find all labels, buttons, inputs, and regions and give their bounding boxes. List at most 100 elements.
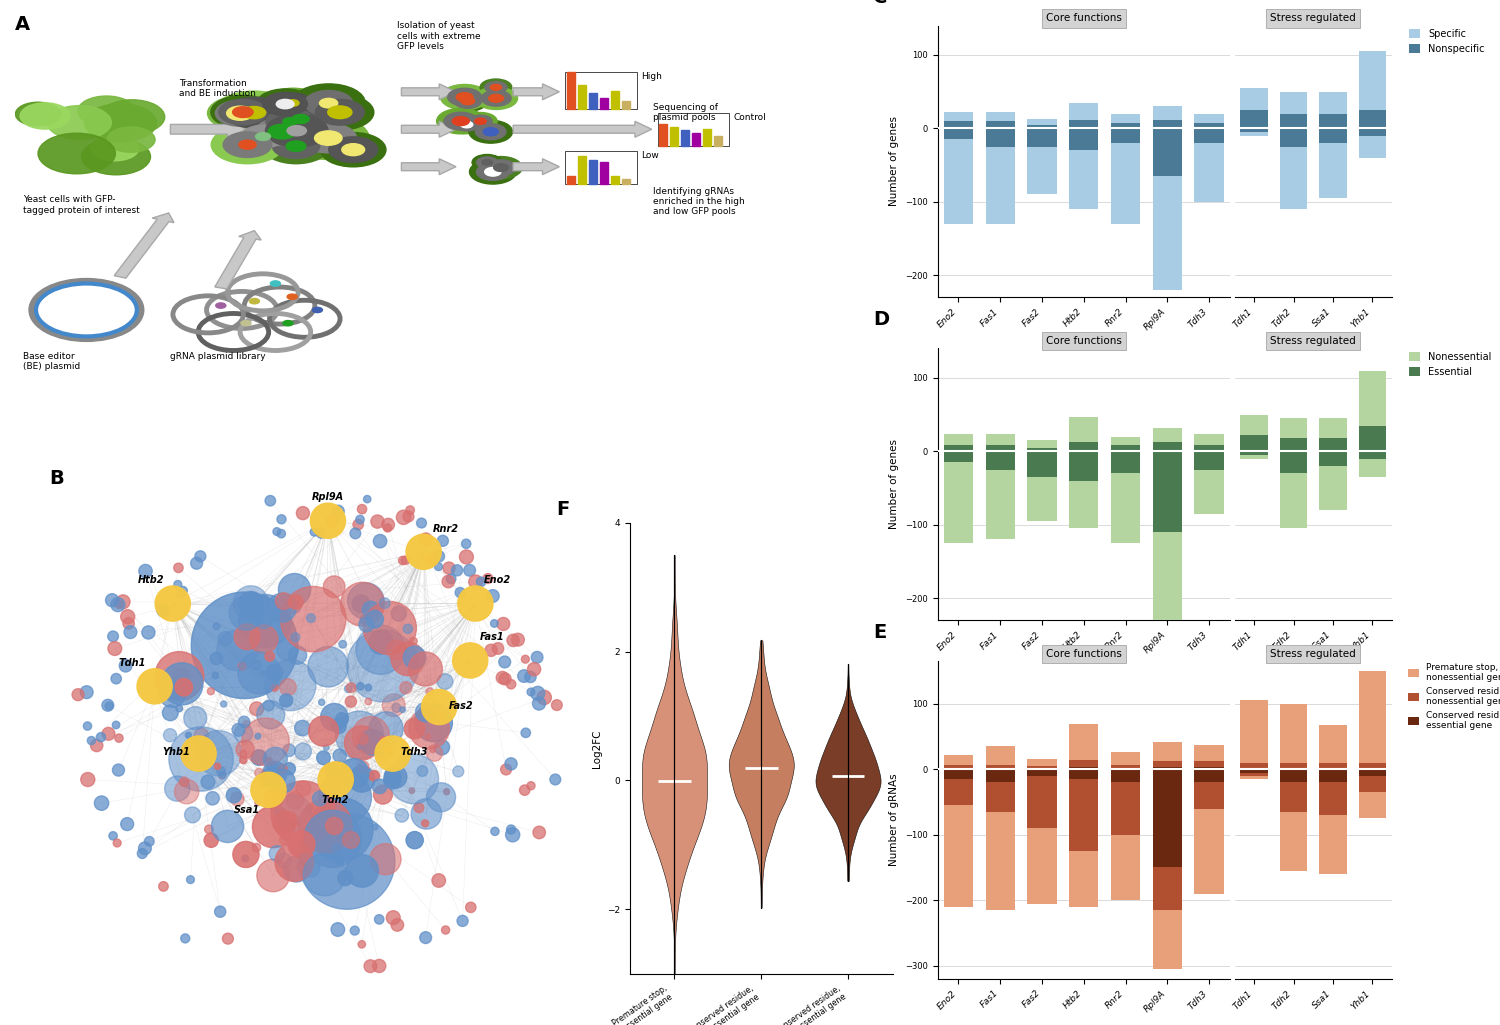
Circle shape [217, 630, 258, 670]
Circle shape [292, 115, 309, 124]
Circle shape [136, 668, 172, 704]
Bar [1318, 769, 1347, 874]
Circle shape [435, 563, 442, 571]
Circle shape [270, 281, 280, 286]
Circle shape [242, 125, 285, 148]
Circle shape [422, 690, 458, 725]
Circle shape [284, 856, 309, 883]
Bar [1240, 769, 1268, 776]
Circle shape [180, 934, 190, 943]
Bar [986, 446, 1016, 451]
Bar [1194, 762, 1224, 769]
Circle shape [120, 610, 135, 624]
Bar [944, 768, 974, 769]
Circle shape [273, 134, 320, 159]
Circle shape [336, 856, 344, 864]
Circle shape [486, 160, 516, 175]
Text: Rnr2: Rnr2 [432, 524, 459, 533]
Circle shape [232, 107, 254, 118]
Bar [1318, 725, 1347, 769]
Bar [1070, 451, 1098, 481]
Text: Low: Low [640, 152, 658, 160]
Circle shape [417, 518, 426, 528]
Circle shape [470, 120, 513, 144]
Bar [1152, 120, 1182, 128]
Bar [1028, 119, 1056, 128]
Circle shape [360, 730, 386, 754]
Bar [1028, 128, 1056, 147]
Circle shape [38, 133, 116, 174]
Bar [1318, 763, 1347, 769]
Circle shape [411, 798, 441, 829]
Title: Stress regulated: Stress regulated [1270, 336, 1356, 346]
Circle shape [201, 775, 214, 789]
Circle shape [105, 593, 118, 607]
Bar [1280, 763, 1308, 769]
Circle shape [279, 694, 292, 707]
Circle shape [266, 115, 328, 148]
Circle shape [392, 642, 424, 675]
Bar [1028, 128, 1056, 195]
Text: Ssa1: Ssa1 [234, 806, 260, 816]
Circle shape [190, 558, 202, 569]
Bar [1359, 451, 1386, 458]
Bar [1318, 128, 1347, 198]
Bar [1194, 769, 1224, 894]
Bar [1280, 417, 1308, 451]
Circle shape [507, 680, 516, 689]
Circle shape [252, 844, 261, 852]
Bar [1280, 438, 1308, 451]
Circle shape [92, 111, 142, 138]
Circle shape [112, 764, 125, 776]
Circle shape [363, 495, 370, 503]
Bar [1070, 769, 1098, 779]
Circle shape [266, 495, 276, 506]
Circle shape [410, 638, 417, 645]
Circle shape [256, 859, 290, 892]
Bar [1152, 128, 1182, 176]
Circle shape [500, 673, 512, 685]
FancyArrow shape [214, 231, 261, 289]
Bar [1152, 762, 1182, 769]
Text: A: A [15, 14, 30, 34]
Circle shape [207, 688, 214, 695]
Circle shape [211, 95, 274, 129]
Bar [566, 152, 636, 184]
Circle shape [226, 107, 254, 120]
Circle shape [186, 875, 195, 884]
Circle shape [400, 682, 412, 694]
Circle shape [216, 767, 225, 775]
Circle shape [369, 771, 380, 781]
Bar [1240, 110, 1268, 128]
Circle shape [298, 813, 394, 909]
Bar [944, 769, 974, 907]
Circle shape [174, 563, 183, 573]
Circle shape [180, 777, 189, 786]
Bar [986, 769, 1016, 782]
Bar [1359, 769, 1386, 776]
Bar [944, 128, 974, 139]
Circle shape [426, 734, 430, 739]
Bar [944, 769, 974, 806]
Bar [1194, 128, 1224, 202]
Bar [567, 72, 574, 110]
Bar [986, 128, 1016, 223]
Circle shape [380, 737, 387, 743]
Circle shape [404, 719, 424, 739]
Circle shape [249, 625, 278, 653]
Bar [1070, 724, 1098, 769]
Circle shape [477, 577, 486, 586]
Circle shape [284, 744, 296, 756]
Circle shape [380, 598, 390, 609]
Bar [986, 768, 1016, 769]
Circle shape [310, 503, 345, 538]
Circle shape [260, 769, 278, 786]
Circle shape [489, 94, 504, 102]
Bar [944, 435, 974, 451]
Circle shape [345, 726, 380, 761]
Bar [1112, 751, 1140, 769]
Bar [1240, 451, 1268, 458]
Circle shape [506, 757, 518, 770]
Bar [1240, 769, 1268, 773]
Bar [1280, 451, 1308, 528]
